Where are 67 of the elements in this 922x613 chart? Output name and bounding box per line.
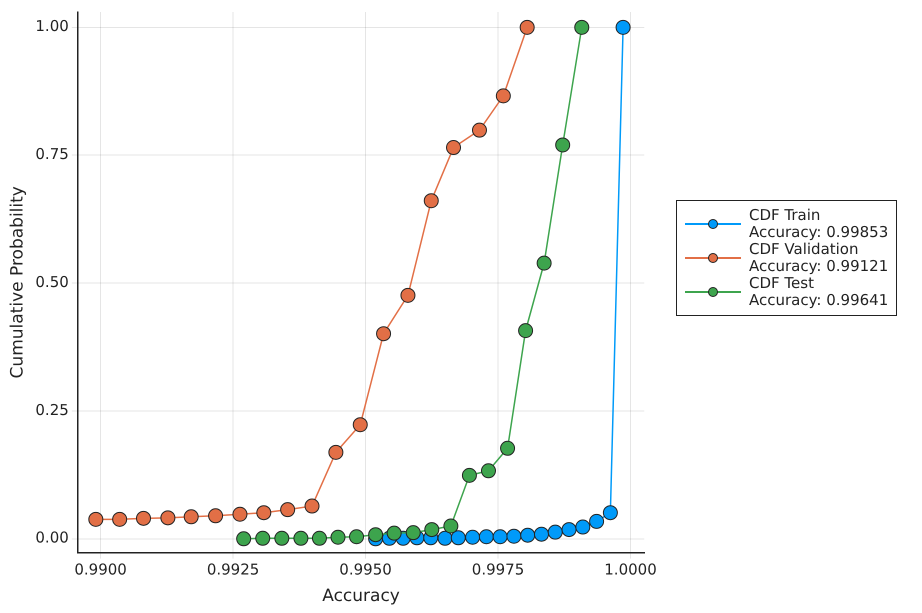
point bbox=[492, 529, 508, 544]
point bbox=[386, 526, 402, 541]
y-axis-title: Cumulative Probability bbox=[8, 186, 28, 378]
x-tick-label: 1.0000 bbox=[604, 560, 657, 578]
point bbox=[589, 514, 604, 529]
point bbox=[88, 512, 104, 527]
x-tick-label: 0.9900 bbox=[74, 560, 127, 578]
point bbox=[465, 530, 480, 545]
point bbox=[400, 288, 416, 303]
point bbox=[256, 505, 272, 520]
point bbox=[280, 502, 296, 518]
point bbox=[555, 137, 570, 152]
point bbox=[208, 508, 224, 524]
point bbox=[462, 468, 477, 483]
point bbox=[352, 417, 368, 432]
point bbox=[616, 20, 631, 35]
point bbox=[368, 527, 384, 542]
point bbox=[520, 20, 535, 35]
point bbox=[424, 193, 439, 208]
point bbox=[518, 323, 534, 338]
point bbox=[443, 518, 458, 534]
y-tick-label: 0.50 bbox=[35, 272, 69, 291]
point bbox=[575, 520, 590, 535]
point bbox=[506, 528, 522, 544]
point bbox=[406, 525, 421, 540]
point bbox=[450, 530, 466, 546]
point bbox=[574, 20, 590, 35]
legend-label: CDF Train Accuracy: 0.99853 bbox=[749, 206, 888, 241]
x-tick-label: 0.9950 bbox=[339, 560, 392, 578]
point bbox=[293, 530, 308, 546]
legend-label: CDF Test Accuracy: 0.99641 bbox=[749, 274, 888, 309]
point bbox=[255, 530, 270, 546]
point bbox=[496, 88, 511, 104]
point bbox=[446, 140, 462, 156]
y-tick-label: 0.00 bbox=[35, 528, 69, 547]
point bbox=[160, 510, 176, 526]
point bbox=[562, 522, 577, 538]
point bbox=[424, 522, 440, 538]
point bbox=[500, 440, 516, 456]
point bbox=[328, 444, 344, 460]
point bbox=[548, 524, 563, 540]
point bbox=[534, 526, 549, 542]
x-axis-title: Accuracy bbox=[322, 586, 400, 606]
y-tick-label: 0.25 bbox=[35, 400, 69, 419]
y-tick-label: 1.00 bbox=[35, 17, 69, 36]
point bbox=[232, 506, 248, 522]
point bbox=[236, 531, 252, 546]
point bbox=[136, 510, 152, 526]
x-tick-label: 0.9925 bbox=[206, 560, 260, 578]
point bbox=[478, 529, 494, 544]
point bbox=[376, 326, 392, 342]
point bbox=[438, 530, 453, 546]
point bbox=[304, 498, 320, 514]
point bbox=[472, 122, 487, 138]
point bbox=[184, 509, 199, 524]
y-tick-label: 0.75 bbox=[35, 145, 69, 164]
point bbox=[274, 530, 290, 546]
point bbox=[112, 512, 128, 527]
x-tick-label: 0.9975 bbox=[472, 560, 524, 578]
point bbox=[312, 530, 327, 546]
point bbox=[349, 529, 364, 544]
point bbox=[602, 505, 618, 520]
point bbox=[520, 528, 536, 543]
point bbox=[330, 530, 346, 545]
legend-label: CDF Validation Accuracy: 0.99121 bbox=[749, 240, 888, 275]
point bbox=[536, 256, 552, 271]
point bbox=[480, 463, 496, 478]
